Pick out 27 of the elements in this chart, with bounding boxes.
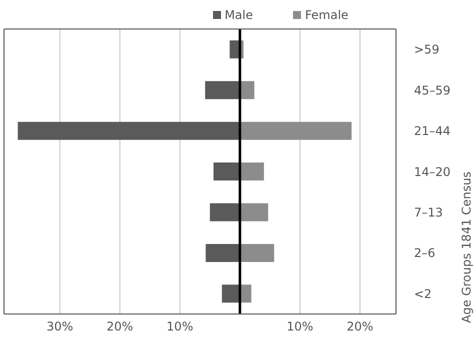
x-tick-label: 10% <box>166 320 194 334</box>
y-tick-label: 14–20 <box>414 164 451 179</box>
x-tick-label: 10% <box>286 320 314 334</box>
y-tick-label: 45–59 <box>414 83 451 98</box>
legend-label: Male <box>224 8 254 22</box>
x-tick-label: 20% <box>346 320 374 334</box>
bar <box>240 81 254 100</box>
bar <box>240 122 352 140</box>
bar <box>205 81 240 100</box>
bar <box>210 203 240 222</box>
bar <box>240 284 252 303</box>
legend-label: Female <box>304 8 348 22</box>
bar <box>18 122 240 140</box>
bar <box>240 162 264 181</box>
y-axis-title: Age Groups 1841 Census <box>459 172 474 323</box>
bar <box>240 244 274 262</box>
y-tick-label: 2–6 <box>414 246 436 260</box>
x-tick-label: 30% <box>46 320 74 334</box>
bar <box>240 203 268 222</box>
bar <box>206 244 240 262</box>
y-tick-label: 7–13 <box>414 205 443 220</box>
bar <box>214 162 240 181</box>
y-tick-label: 21–44 <box>414 124 451 138</box>
y-tick-label: >59 <box>414 42 440 57</box>
y-tick-label: <2 <box>414 286 432 301</box>
x-tick-label: 20% <box>106 320 134 334</box>
bar <box>222 284 240 303</box>
